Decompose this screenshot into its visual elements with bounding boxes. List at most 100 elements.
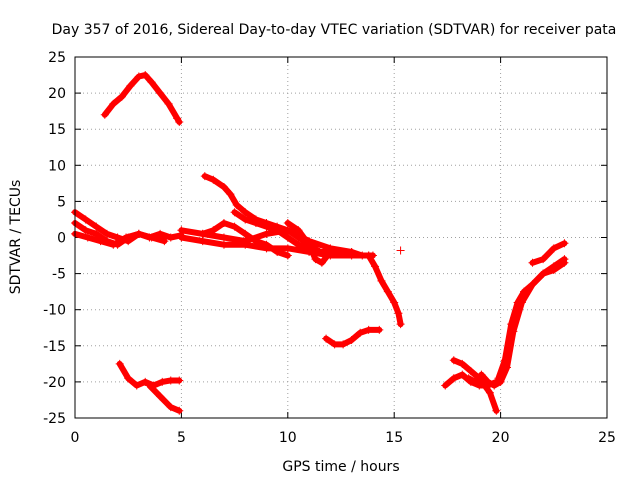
- series-arc-o: [396, 246, 405, 255]
- data-point: [177, 233, 186, 242]
- y-axis-label: SDTVAR / TECUs: [8, 180, 24, 295]
- data-point: [126, 81, 135, 90]
- data-point: [251, 237, 260, 246]
- data-point: [471, 377, 480, 386]
- data-point: [330, 340, 339, 349]
- data-point: [100, 110, 109, 119]
- series-arc-s: [494, 258, 569, 383]
- data-point: [141, 71, 150, 80]
- data-point: [134, 229, 143, 238]
- series-arc-c: [145, 381, 184, 415]
- data-point: [364, 251, 373, 260]
- data-point: [326, 247, 335, 256]
- data-point: [132, 381, 141, 390]
- data-point: [483, 377, 492, 386]
- data-point: [449, 356, 458, 365]
- data-point: [273, 226, 282, 235]
- data-point: [96, 237, 105, 246]
- data-point: [164, 99, 173, 108]
- data-point: [117, 92, 126, 101]
- series-arc-r: [464, 255, 569, 390]
- data-point: [262, 222, 271, 231]
- data-point: [109, 240, 118, 249]
- y-tick-label: 0: [57, 231, 66, 247]
- series-line: [101, 72, 183, 125]
- data-point: [156, 229, 165, 238]
- data-point: [283, 219, 292, 228]
- data-point: [262, 229, 271, 238]
- y-tick-label: 5: [57, 194, 66, 210]
- data-point: [549, 244, 558, 253]
- series-line: [146, 382, 183, 414]
- series-line: [465, 256, 568, 389]
- data-point: [371, 262, 380, 271]
- data-point: [390, 298, 399, 307]
- series-arc-f: [71, 229, 169, 249]
- series-arc-a: [100, 71, 184, 126]
- y-tick-label: -25: [43, 411, 66, 427]
- data-point: [156, 89, 165, 98]
- data-point: [494, 374, 503, 383]
- y-tick-label: -10: [43, 303, 66, 319]
- data-point: [466, 367, 475, 376]
- data-point: [383, 287, 392, 296]
- data-point: [81, 226, 90, 235]
- data-point: [219, 233, 228, 242]
- data-point: [477, 370, 486, 379]
- data-point: [356, 328, 365, 337]
- y-tick-label: 20: [48, 86, 66, 102]
- series-layer: [71, 71, 569, 415]
- series-arc-t: [528, 239, 569, 267]
- data-point: [315, 247, 324, 256]
- data-point: [441, 381, 450, 390]
- series-line: [323, 326, 383, 348]
- data-point: [232, 201, 241, 210]
- series-arc-l: [283, 219, 335, 267]
- data-point: [158, 377, 167, 386]
- data-point: [520, 287, 529, 296]
- data-point: [122, 233, 131, 242]
- data-point: [175, 376, 184, 385]
- data-point: [283, 251, 292, 260]
- data-point: [294, 226, 303, 235]
- data-point: [283, 244, 292, 253]
- data-point: [549, 265, 558, 274]
- data-point: [539, 269, 548, 278]
- data-point: [145, 381, 154, 390]
- y-tick-label: -20: [43, 375, 66, 391]
- data-point: [102, 229, 111, 238]
- data-point: [322, 334, 331, 343]
- data-point: [81, 215, 90, 224]
- data-point: [177, 226, 186, 235]
- y-tick-label: -5: [52, 267, 66, 283]
- series-line: [284, 220, 334, 266]
- data-point: [458, 359, 467, 368]
- data-point: [160, 237, 169, 246]
- data-point: [464, 374, 473, 383]
- data-point: [294, 240, 303, 249]
- data-point: [226, 190, 235, 199]
- data-point: [219, 182, 228, 191]
- x-tick-label: 0: [71, 430, 80, 446]
- data-point: [458, 370, 467, 379]
- chart-title: Day 357 of 2016, Sidereal Day-to-day VTE…: [52, 22, 617, 38]
- data-point: [134, 72, 143, 81]
- series-arc-n: [322, 325, 384, 349]
- data-point: [241, 208, 250, 217]
- data-point: [109, 99, 118, 108]
- x-tick-label: 25: [598, 430, 616, 446]
- data-point: [209, 226, 218, 235]
- data-point: [156, 392, 165, 401]
- data-point: [83, 233, 92, 242]
- x-axis-label: GPS time / hours: [282, 459, 399, 475]
- data-point: [283, 233, 292, 242]
- data-point: [396, 320, 405, 329]
- data-point: [305, 240, 314, 249]
- data-point: [500, 356, 509, 365]
- data-point: [251, 219, 260, 228]
- data-point: [317, 258, 326, 267]
- data-point: [173, 114, 182, 123]
- data-point: [166, 403, 175, 412]
- data-point: [449, 374, 458, 383]
- data-point: [485, 388, 494, 397]
